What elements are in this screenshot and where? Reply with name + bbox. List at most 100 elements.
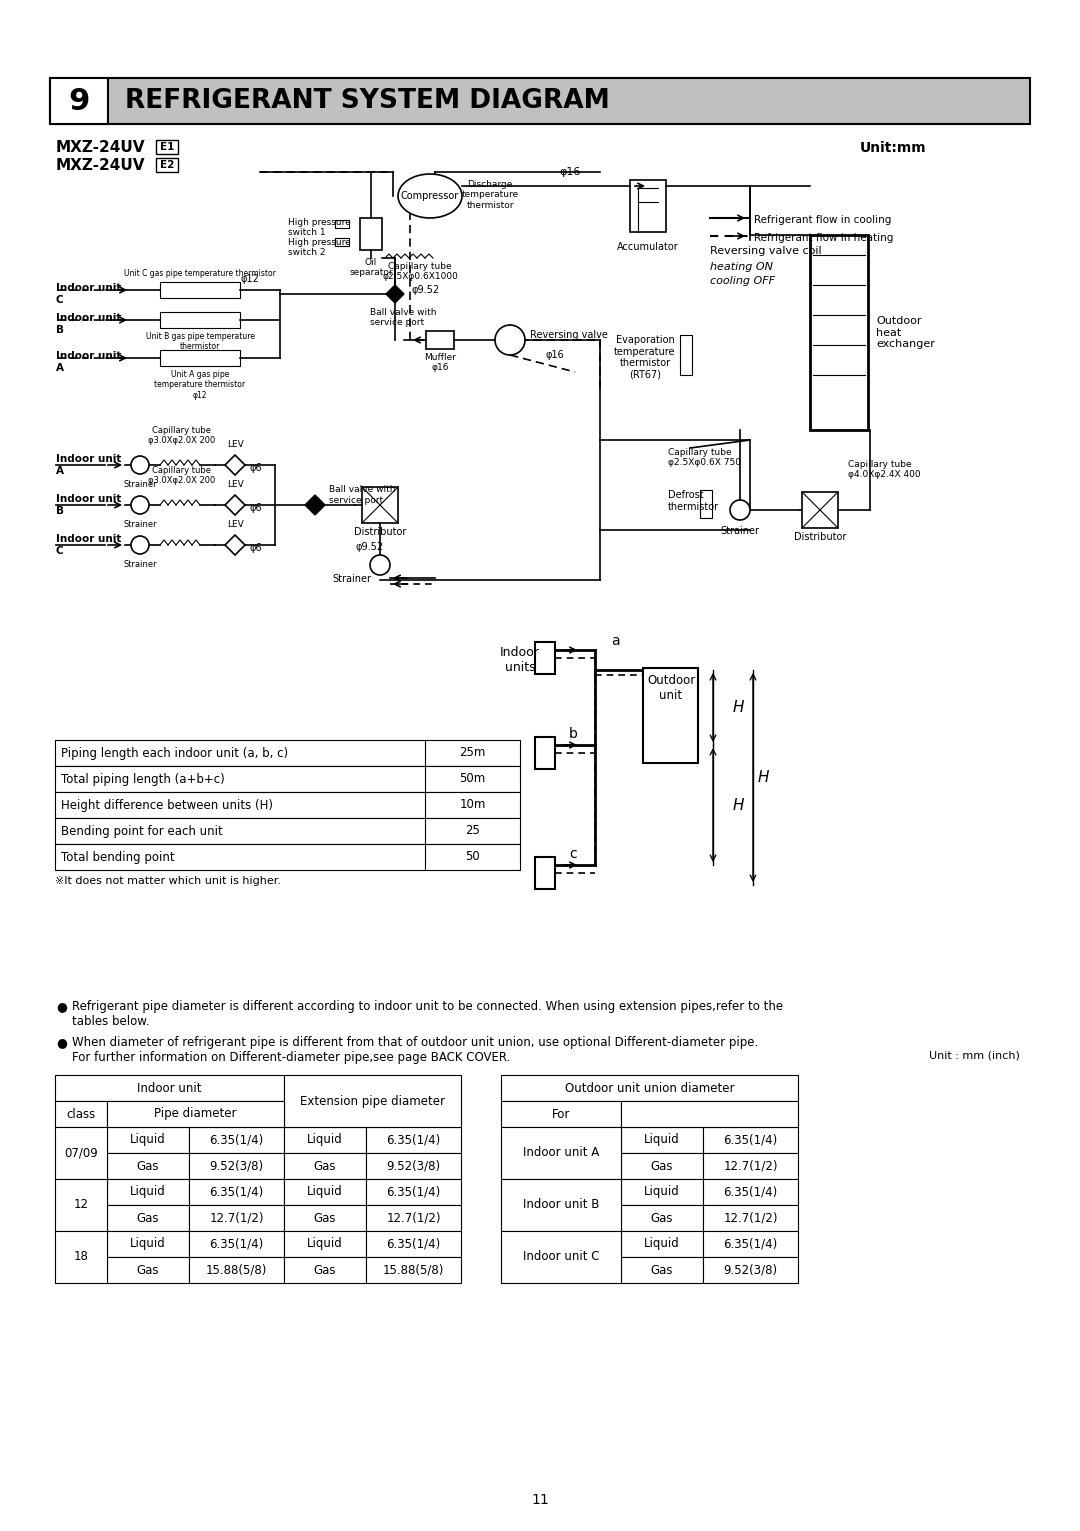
Bar [810,234,868,430]
Text: 12.7(1/2): 12.7(1/2) [724,1211,778,1225]
Polygon shape [386,285,404,303]
Circle shape [730,501,750,521]
Text: 6.35(1/4): 6.35(1/4) [210,1237,264,1251]
Text: 50m: 50m [459,773,486,785]
Bar [535,641,555,674]
Circle shape [131,456,149,475]
Text: 6.35(1/4): 6.35(1/4) [724,1133,778,1147]
Bar [55,739,519,766]
Text: Gas: Gas [314,1211,336,1225]
Text: LEV: LEV [227,439,243,449]
Text: Unit B gas pipe temperature
thermistor: Unit B gas pipe temperature thermistor [146,332,255,352]
Bar [366,1179,461,1205]
Text: Outdoor
heat
exchanger: Outdoor heat exchanger [876,315,935,349]
Bar [160,282,240,299]
Text: 6.35(1/4): 6.35(1/4) [387,1237,441,1251]
Text: Indoor unit C: Indoor unit C [523,1251,599,1263]
Bar [501,1101,621,1127]
Text: 12.7(1/2): 12.7(1/2) [210,1211,264,1225]
Text: Reversing valve coil: Reversing valve coil [710,246,822,256]
Bar [284,1127,366,1153]
Bar [621,1101,798,1127]
Bar [366,1153,461,1179]
Bar [680,335,692,375]
Text: Accumulator: Accumulator [617,242,679,253]
Bar [366,1257,461,1283]
Text: Liquid: Liquid [644,1185,680,1199]
Bar [621,1257,703,1283]
Bar [335,237,349,246]
Text: a: a [610,634,619,648]
Bar [362,487,399,524]
Bar [621,1205,703,1231]
Bar [284,1257,366,1283]
Text: LEV: LEV [227,481,243,488]
Text: Liquid: Liquid [130,1185,166,1199]
Text: Unit:mm: Unit:mm [860,141,927,155]
Text: 6.35(1/4): 6.35(1/4) [387,1185,441,1199]
Text: Liquid: Liquid [307,1237,342,1251]
Bar [366,1231,461,1257]
Bar [107,1179,189,1205]
Bar [535,857,555,890]
Text: φ9.52: φ9.52 [411,285,440,295]
Text: φ12: φ12 [241,274,259,283]
Text: Gas: Gas [651,1159,673,1173]
Text: Gas: Gas [137,1211,159,1225]
Bar [630,181,666,233]
Bar [50,78,1030,124]
Bar [360,217,382,250]
Bar [107,1153,189,1179]
Text: Pipe diameter: Pipe diameter [154,1107,237,1121]
Bar [107,1101,284,1127]
Text: Total piping length (a+b+c): Total piping length (a+b+c) [60,773,225,785]
Text: Outdoor unit union diameter: Outdoor unit union diameter [565,1081,734,1095]
Text: 50: 50 [465,851,480,863]
Text: Liquid: Liquid [130,1133,166,1147]
Bar [703,1231,798,1257]
Text: LEV: LEV [227,521,243,530]
Text: φ6: φ6 [249,504,261,513]
Text: For: For [552,1107,570,1121]
Bar [107,1231,189,1257]
Bar [107,1127,189,1153]
Bar [366,1127,461,1153]
Text: Strainer: Strainer [720,527,759,536]
Bar [501,1075,798,1101]
Text: Indoor
units: Indoor units [500,646,540,674]
Text: Refrigerant flow in heating: Refrigerant flow in heating [754,233,893,243]
Text: cooling OFF: cooling OFF [710,276,775,286]
Bar [335,220,349,228]
Text: tables below.: tables below. [72,1015,149,1027]
Text: 25m: 25m [459,747,486,759]
Text: Extension pipe diameter: Extension pipe diameter [300,1095,445,1107]
Bar [284,1153,366,1179]
Text: Ball valve with
service port: Ball valve with service port [370,308,436,328]
Bar [621,1179,703,1205]
Text: When diameter of refrigerant pipe is different from that of outdoor unit union, : When diameter of refrigerant pipe is dif… [72,1036,758,1049]
Text: Gas: Gas [137,1159,159,1173]
Text: Piping length each indoor unit (a, b, c): Piping length each indoor unit (a, b, c) [60,747,288,759]
Text: Strainer: Strainer [123,560,157,570]
Text: Gas: Gas [651,1263,673,1277]
Text: Strainer: Strainer [123,481,157,488]
Text: Evaporation
temperature
thermistor
(RT67): Evaporation temperature thermistor (RT67… [615,335,676,380]
Bar [189,1205,284,1231]
Text: Distributor: Distributor [354,527,406,537]
Text: Liquid: Liquid [644,1237,680,1251]
Bar [643,668,698,762]
Text: Indoor unit
C: Indoor unit C [56,534,121,556]
Text: Indoor unit A: Indoor unit A [523,1147,599,1159]
Bar [107,1205,189,1231]
Bar [501,1231,621,1283]
Bar [700,490,712,517]
Text: b: b [568,727,578,741]
Text: Indoor unit
B: Indoor unit B [56,495,121,516]
Text: Oil
separator: Oil separator [349,259,393,277]
Polygon shape [225,495,245,514]
Text: Indoor unit
A: Indoor unit A [56,351,121,374]
Text: H: H [733,700,744,715]
Bar [621,1127,703,1153]
Text: Reversing valve: Reversing valve [530,331,608,340]
Text: 18: 18 [73,1251,89,1263]
